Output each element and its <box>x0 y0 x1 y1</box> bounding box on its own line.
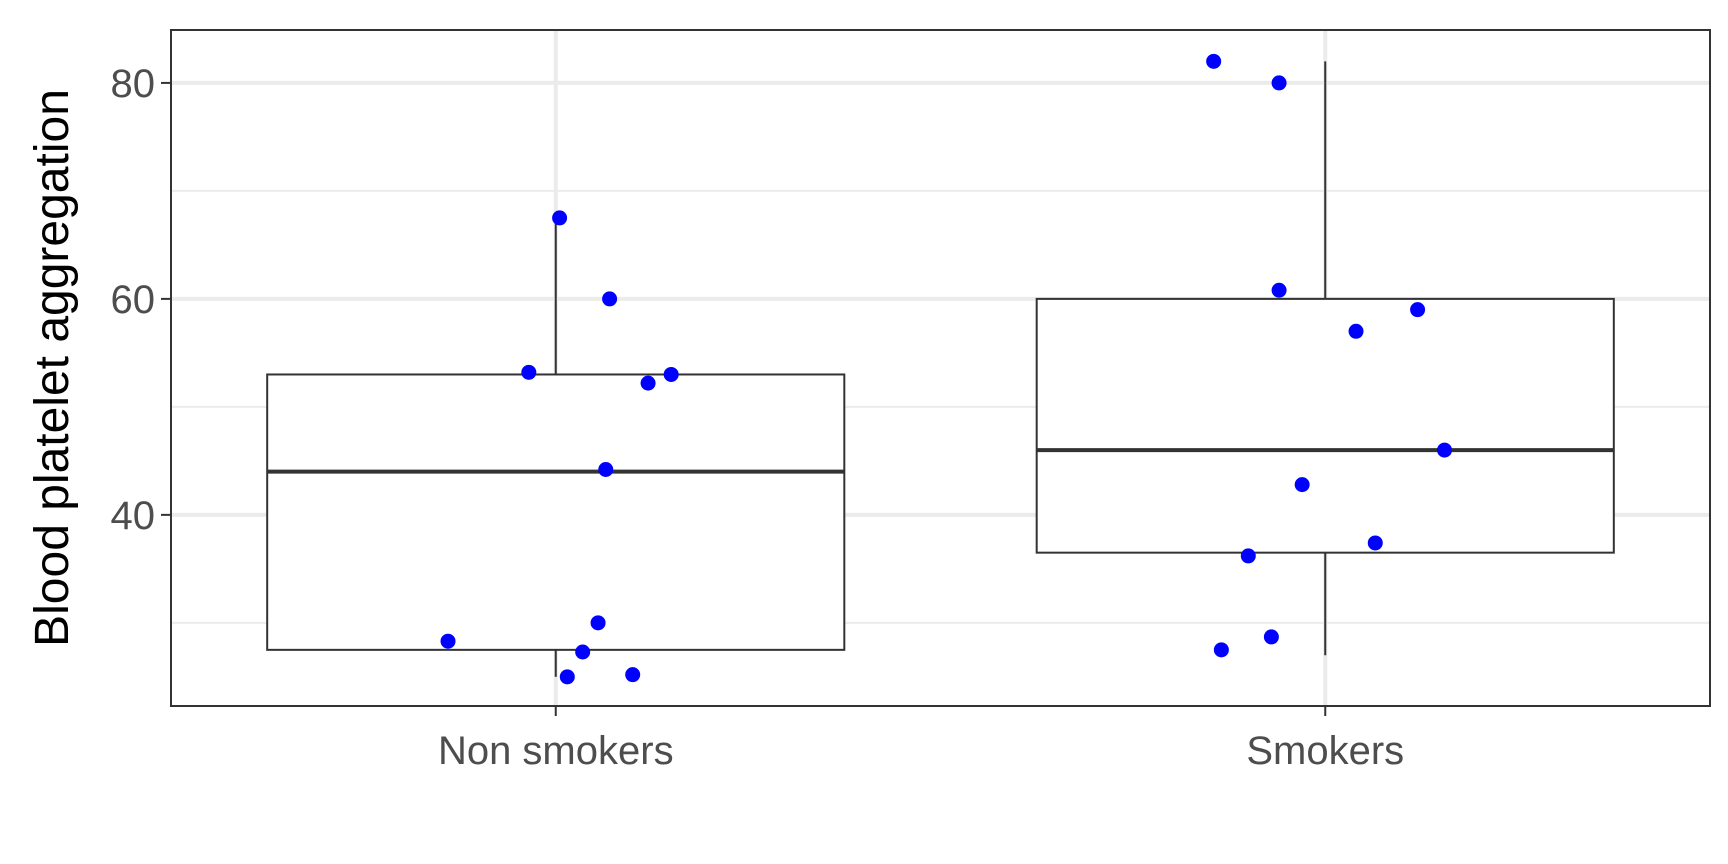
data-point <box>521 364 537 380</box>
y-tick-label: 60 <box>111 278 156 322</box>
box-iqr <box>266 373 846 651</box>
panel-border <box>170 29 1711 707</box>
boxes <box>266 61 1615 677</box>
box-non-smokers <box>266 217 846 677</box>
axes: 40 60 80 Non smokers Smokers <box>111 62 1405 773</box>
data-point <box>602 291 618 307</box>
data-point <box>1206 53 1222 69</box>
data-point <box>575 644 591 660</box>
data-point <box>1348 323 1364 339</box>
x-tick-label: Smokers <box>1246 729 1404 773</box>
box-smokers <box>1035 61 1615 656</box>
data-point <box>552 210 568 226</box>
box-iqr <box>1035 297 1615 554</box>
y-tick-label: 40 <box>111 494 156 538</box>
points <box>440 53 1453 685</box>
data-point <box>559 669 575 685</box>
data-point <box>1240 548 1256 564</box>
data-point <box>1437 442 1453 458</box>
data-point <box>590 615 606 631</box>
y-tick-label: 80 <box>111 62 156 106</box>
data-point <box>1410 302 1426 318</box>
data-point <box>625 667 641 683</box>
x-tick-label: Non smokers <box>438 729 674 773</box>
data-point <box>1263 629 1279 645</box>
data-point <box>1367 535 1383 551</box>
data-point <box>663 366 679 382</box>
data-point <box>598 462 614 478</box>
data-point <box>440 633 456 649</box>
data-point <box>1271 282 1287 298</box>
data-point <box>1294 477 1310 493</box>
data-point <box>1271 75 1287 91</box>
data-point <box>640 375 656 391</box>
data-point <box>1213 642 1229 658</box>
y-axis-title: Blood platelet aggregation <box>26 89 79 647</box>
